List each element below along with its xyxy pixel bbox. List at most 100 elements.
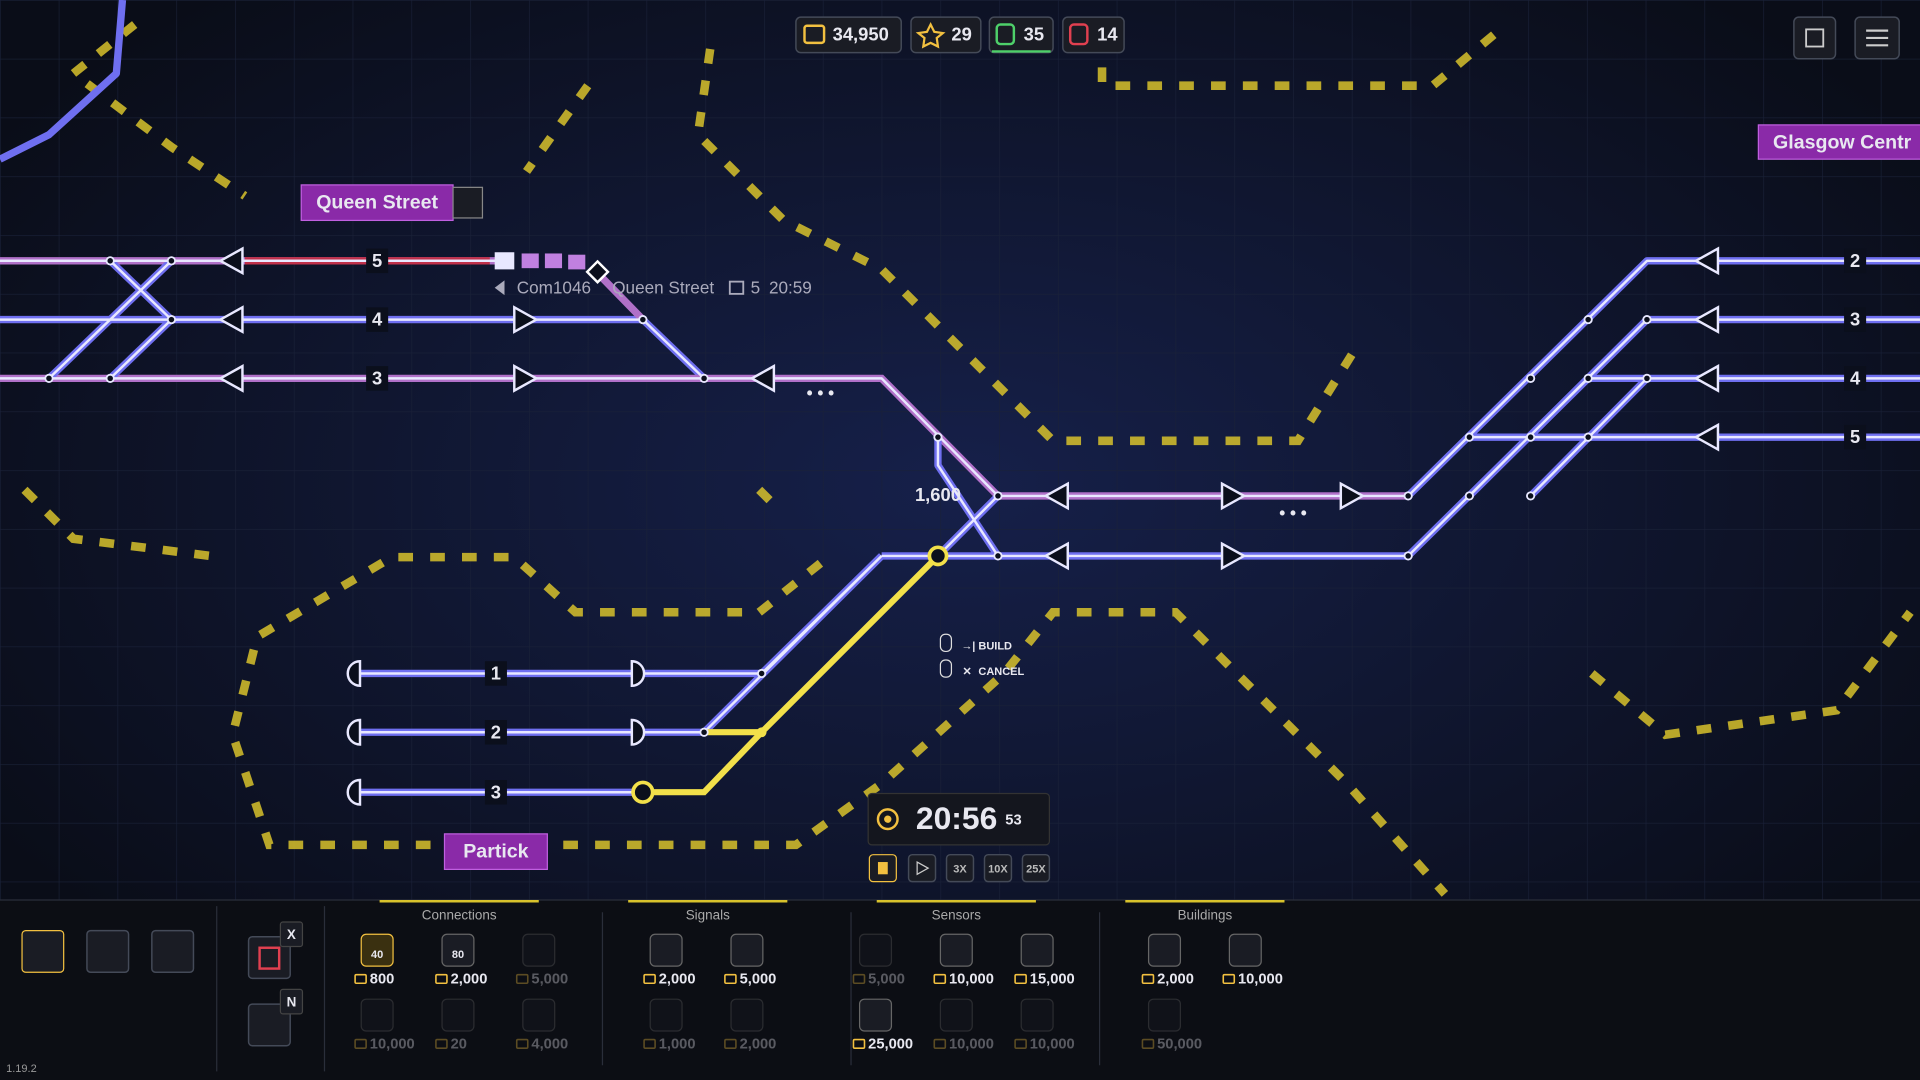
svg-text:• • •: • • • xyxy=(1279,503,1307,523)
item-cost: 5,000 xyxy=(740,971,777,987)
coin-icon xyxy=(354,973,367,985)
item-icon-label: 40 xyxy=(371,949,383,961)
item-icon-label: 80 xyxy=(452,949,464,961)
shop-item[interactable]: 4,000 xyxy=(515,998,568,1052)
shop-item[interactable]: 1,000 xyxy=(643,998,696,1052)
train-destination: Queen Street xyxy=(612,278,714,298)
station-name[interactable]: Partick xyxy=(463,840,528,862)
svg-text:• • •: • • • xyxy=(807,383,835,403)
item-cost: 2,000 xyxy=(451,971,488,987)
coin-icon xyxy=(724,1038,737,1049)
cancel-hint: CANCEL xyxy=(978,666,1024,678)
key-hint: X xyxy=(287,927,296,942)
item-icon xyxy=(858,998,893,1032)
speed-label: 25X xyxy=(1026,863,1046,875)
speed-label: 10X xyxy=(988,863,1008,875)
coin-icon xyxy=(1222,973,1236,985)
platform-number: 2 xyxy=(1850,250,1860,271)
schedule-button[interactable] xyxy=(86,929,130,973)
shop-item[interactable]: 10,000 xyxy=(354,998,415,1052)
build-hints: →| BUILD ✕ CANCEL xyxy=(939,633,1025,678)
shop-item[interactable]: 50,000 xyxy=(1141,998,1202,1052)
item-icon xyxy=(730,933,764,967)
station-name[interactable]: Queen Street xyxy=(316,191,438,213)
coin-icon xyxy=(515,973,529,985)
hud: 34,950 29 35 14 xyxy=(795,16,1900,60)
platform-badge xyxy=(484,780,507,805)
shop-item[interactable]: 10,000 xyxy=(933,933,994,987)
item-cost: 50,000 xyxy=(1157,1036,1202,1052)
shop: Connections 40 800 80 2,000 5,000 10,000 20 4,00… xyxy=(354,900,1285,1066)
shop-button[interactable] xyxy=(247,1003,291,1047)
coin-icon xyxy=(1014,973,1027,985)
grid xyxy=(0,0,1920,900)
list-button[interactable] xyxy=(151,929,195,973)
coin-icon xyxy=(643,973,656,985)
item-cost: 10,000 xyxy=(1030,1036,1075,1052)
platform-badge xyxy=(484,661,507,686)
coin-icon xyxy=(435,1038,448,1049)
play-button[interactable] xyxy=(907,853,937,883)
train-id: Com1046 xyxy=(517,278,591,298)
shop-item[interactable]: 80 2,000 xyxy=(435,933,488,987)
station-labels: Queen Street Glasgow Centr Partick xyxy=(300,124,1920,870)
platform-number: 5 xyxy=(1850,426,1860,447)
speed-button[interactable] xyxy=(945,853,975,883)
panel-bg xyxy=(0,900,1920,1080)
platform-badge xyxy=(484,720,507,745)
platform-badge xyxy=(366,248,389,274)
platform-number: 5 xyxy=(372,250,382,271)
coin-icon xyxy=(852,1038,866,1049)
shop-item[interactable]: 5,000 xyxy=(515,933,568,987)
shop-item[interactable]: 10,000 xyxy=(1014,998,1075,1052)
track-cost: 1,600 xyxy=(915,484,961,505)
clock-box xyxy=(867,792,1050,846)
item-icon xyxy=(939,933,973,967)
shop-item[interactable]: 15,000 xyxy=(1014,933,1075,987)
item-icon xyxy=(1228,933,1262,967)
item-cost: 5,000 xyxy=(868,971,905,987)
shop-item[interactable]: 10,000 xyxy=(1222,933,1283,987)
shop-item[interactable]: 20 xyxy=(435,998,475,1052)
clock-time: 20:56 xyxy=(916,800,997,836)
coin-icon xyxy=(1141,1038,1155,1049)
item-icon xyxy=(1020,998,1054,1032)
shop-item[interactable]: 2,000 xyxy=(643,933,696,987)
shop-item[interactable]: 2,000 xyxy=(1141,933,1194,987)
item-cost: 2,000 xyxy=(659,971,696,987)
item-cost: 15,000 xyxy=(1030,971,1075,987)
shop-item[interactable]: 25,000 xyxy=(852,998,913,1052)
signals: • • • • • • xyxy=(217,246,1720,806)
item-cost: 10,000 xyxy=(1238,971,1283,987)
speed-button[interactable] xyxy=(983,853,1013,883)
item-icon xyxy=(522,933,556,967)
help-button[interactable] xyxy=(1793,16,1837,60)
shop-item[interactable]: 10,000 xyxy=(933,998,994,1052)
item-icon xyxy=(360,998,394,1032)
svg-text:✕: ✕ xyxy=(962,666,971,678)
platform-number: 1 xyxy=(491,663,501,684)
idle-trains: 14 xyxy=(1097,23,1118,44)
station-name[interactable]: Glasgow Centr xyxy=(1773,131,1912,153)
shop-item[interactable]: 5,000 xyxy=(724,933,777,987)
shop-item[interactable]: 5,000 xyxy=(852,933,905,987)
platform-badge xyxy=(1844,248,1867,274)
platform-number: 3 xyxy=(1850,309,1860,330)
svg-text:→|: →| xyxy=(961,640,975,652)
coin-icon xyxy=(933,1038,947,1049)
item-icon xyxy=(649,933,683,967)
track-nodes xyxy=(44,256,1652,737)
item-icon xyxy=(858,933,893,967)
money: 34,950 xyxy=(833,23,889,44)
item-cost: 25,000 xyxy=(868,1036,913,1052)
speed-button[interactable] xyxy=(1021,853,1051,883)
stars: 29 xyxy=(951,23,971,44)
item-icon xyxy=(522,998,556,1032)
platform-number: 4 xyxy=(1850,367,1861,388)
speed-label: 3X xyxy=(953,863,967,875)
shop-item[interactable]: 2,000 xyxy=(724,998,776,1052)
bottom-panel: X N 1.19.2 xyxy=(0,899,1920,1080)
item-icon xyxy=(360,933,394,967)
build-mode-button[interactable] xyxy=(21,930,65,973)
shop-item[interactable]: 40 800 xyxy=(354,933,394,987)
